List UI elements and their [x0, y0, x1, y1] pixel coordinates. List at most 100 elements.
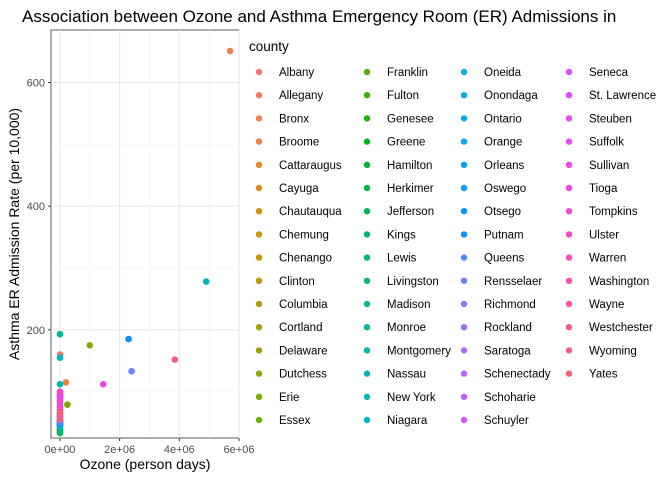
legend-key	[255, 393, 263, 400]
legend-label: Suffolk	[589, 137, 624, 149]
legend-label: Hamilton	[387, 160, 432, 172]
legend-key	[363, 324, 371, 331]
legend-key	[565, 231, 573, 238]
legend-key	[565, 68, 573, 76]
legend-key	[460, 324, 468, 331]
legend-key	[255, 115, 263, 122]
legend-label: Monroe	[387, 322, 426, 334]
legend-key	[460, 416, 468, 424]
legend-label: Madison	[387, 299, 430, 311]
plot-panel	[50, 29, 240, 439]
y-axis-title: Asthma ER Admission Rate (per 10,000)	[6, 108, 22, 360]
legend-key	[255, 277, 263, 284]
legend-key	[363, 115, 371, 122]
legend-key	[363, 138, 371, 145]
legend-key	[565, 92, 573, 99]
legend-label: Jefferson	[387, 206, 434, 218]
legend-key	[565, 161, 573, 168]
legend-label: Herkimer	[387, 183, 434, 195]
legend-label: Putnam	[484, 229, 524, 241]
legend-key	[460, 231, 468, 238]
legend-title: county	[249, 39, 289, 54]
legend-key	[363, 231, 371, 238]
legend-label: Wayne	[589, 299, 624, 311]
chart-title: Association between Ozone and Asthma Eme…	[22, 7, 616, 26]
legend-label: Chautauqua	[279, 206, 342, 218]
legend-key	[363, 370, 371, 377]
legend-key	[255, 416, 263, 424]
data-point	[56, 397, 64, 405]
data-point	[56, 388, 64, 395]
legend-label: Lewis	[387, 253, 417, 265]
legend-label: Orange	[484, 137, 522, 149]
legend-key	[565, 277, 573, 284]
legend-key	[363, 393, 371, 400]
legend: Albany Allegany Bronx Broome Cattaraugus Cayu…	[255, 67, 656, 427]
legend-label: Cayuga	[279, 183, 319, 195]
legend-label: Columbia	[279, 299, 328, 311]
legend-key	[460, 184, 468, 192]
legend-label: Tioga	[589, 183, 618, 195]
legend-key	[363, 184, 371, 192]
legend-label: Yates	[589, 369, 618, 381]
legend-key	[255, 184, 263, 192]
data-point	[56, 380, 64, 388]
legend-key	[460, 254, 468, 261]
legend-key	[255, 231, 263, 238]
legend-label: St. Lawrence	[589, 90, 656, 102]
legend-label: Cattaraugus	[279, 160, 342, 172]
data-point	[226, 47, 234, 55]
legend-label: Wyoming	[589, 345, 637, 357]
legend-key	[565, 347, 573, 354]
legend-label: Otsego	[484, 206, 521, 218]
legend-key	[363, 68, 371, 76]
legend-key	[565, 324, 573, 331]
data-point	[64, 401, 71, 408]
data-point	[171, 356, 179, 363]
legend-key	[363, 277, 371, 284]
legend-label: Oswego	[484, 183, 526, 195]
legend-key	[460, 277, 468, 284]
legend-label: Clinton	[279, 276, 315, 288]
legend-label: Albany	[279, 67, 314, 79]
legend-key	[460, 138, 468, 145]
legend-key	[255, 92, 263, 99]
legend-key	[460, 92, 468, 99]
legend-key	[460, 347, 468, 354]
x-axis-title: Ozone (person days)	[80, 456, 211, 472]
legend-label: Washington	[589, 276, 649, 288]
legend-key	[363, 300, 371, 308]
legend-key	[255, 208, 263, 215]
legend-key	[460, 300, 468, 308]
legend-label: Westchester	[589, 322, 653, 334]
legend-key	[255, 324, 263, 331]
legend-label: Tompkins	[589, 206, 638, 218]
data-point	[202, 278, 210, 285]
legend-label: Sullivan	[589, 160, 629, 172]
data-point	[56, 409, 64, 417]
legend-key	[565, 208, 573, 215]
data-points	[56, 47, 234, 437]
legend-label: Schenectady	[484, 369, 551, 381]
legend-label: Cortland	[279, 322, 322, 334]
legend-key	[565, 115, 573, 122]
data-point	[56, 354, 64, 361]
legend-key	[565, 370, 573, 377]
legend-key	[565, 254, 573, 261]
legend-label: Steuben	[589, 113, 632, 125]
legend-label: Greene	[387, 137, 425, 149]
legend-label: Schuyler	[484, 415, 529, 427]
legend-label: Allegany	[279, 90, 323, 102]
legend-key	[460, 161, 468, 168]
legend-label: Montgomery	[387, 345, 451, 357]
legend-label: Queens	[484, 253, 525, 265]
legend-key	[255, 161, 263, 168]
legend-label: Rensselaer	[484, 276, 542, 288]
legend-key	[565, 138, 573, 145]
legend-label: Broome	[279, 137, 319, 149]
data-point	[125, 335, 132, 343]
legend-label: Oneida	[484, 67, 522, 79]
legend-label: Warren	[589, 253, 626, 265]
y-axis-ticks: 200 400 600	[27, 78, 51, 337]
